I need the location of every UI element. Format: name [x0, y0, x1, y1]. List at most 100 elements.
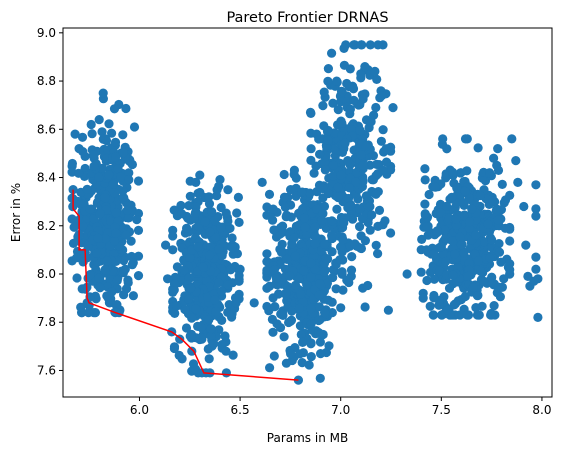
scatter-point-2004 [429, 290, 439, 301]
scatter-point-1443 [371, 102, 381, 113]
scatter-point-1397 [365, 225, 375, 235]
scatter-point-2036 [281, 358, 291, 368]
scatter-point-2081 [442, 305, 452, 315]
scatter-point-2054 [420, 209, 430, 219]
scatter-point-343 [80, 284, 90, 294]
scatter-point-2042 [332, 76, 342, 86]
scatter-point-419 [111, 228, 121, 238]
scatter-point-1977 [450, 249, 460, 259]
scatter-point-1952 [458, 198, 468, 208]
scatter-point-1567 [356, 150, 366, 160]
scatter-point-826 [204, 250, 215, 260]
scatter-point-1576 [340, 138, 350, 148]
scatter-point-2035 [269, 351, 279, 361]
scatter-point-1469 [383, 305, 393, 315]
scatter-point-344 [107, 287, 117, 297]
scatter-point-1970 [487, 235, 497, 245]
scatter-point-1227 [328, 272, 338, 283]
scatter-point-2064 [511, 156, 521, 166]
scatter-point-1173 [265, 363, 275, 373]
scatter-point-813 [182, 223, 192, 233]
scatter-point-1253 [290, 251, 300, 261]
scatter-point-1533 [333, 192, 343, 202]
scatter-point-789 [210, 215, 220, 226]
scatter-point-417 [121, 230, 131, 240]
scatter-point-1250 [294, 303, 304, 313]
scatter-point-410 [94, 273, 104, 283]
scatter-point-1180 [289, 165, 299, 175]
scatter-point-1474 [306, 155, 316, 165]
scatter-point-1158 [314, 315, 324, 326]
scatter-point-2049 [378, 165, 388, 175]
scatter-point-1373 [336, 97, 346, 107]
scatter-point-2017 [98, 88, 108, 98]
scatter-point-836 [209, 339, 219, 349]
scatter-point-1120 [270, 302, 280, 312]
scatter-point-765 [206, 324, 216, 334]
scatter-point-1229 [287, 306, 297, 316]
scatter-point-2071 [531, 204, 541, 214]
scatter-point-763 [185, 253, 195, 263]
y-axis-label: Error in % [9, 183, 23, 242]
scatter-point-810 [196, 322, 206, 333]
scatter-point-725 [196, 333, 206, 343]
scatter-point-839 [210, 295, 220, 305]
scatter-point-1530 [386, 165, 396, 175]
scatter-point-395 [109, 236, 120, 246]
scatter-point-404 [85, 269, 95, 280]
scatter-point-1350 [339, 60, 349, 70]
scatter-point-2043 [342, 78, 352, 89]
scatter-point-1584 [338, 234, 348, 245]
scatter-point-1583 [333, 182, 343, 192]
scatter-point-2015 [86, 119, 96, 130]
scatter-point-770 [185, 191, 195, 201]
scatter-point-1230 [297, 187, 307, 197]
scatter-point-1316 [327, 48, 337, 58]
scatter-point-1178 [306, 352, 316, 362]
scatter-point-1236 [269, 265, 279, 275]
scatter-point-1573 [320, 165, 330, 175]
scatter-point-979 [262, 249, 272, 259]
scatter-point-1212 [306, 303, 316, 314]
scatter-point-580 [204, 192, 214, 202]
scatter-point-1499 [306, 144, 316, 154]
scatter-point-1962 [459, 248, 469, 258]
scatter-point-1303 [314, 290, 324, 300]
scatter-point-1995 [500, 223, 510, 233]
scatter-point-1997 [485, 253, 495, 263]
scatter-point-1699 [460, 291, 470, 302]
x-tick-label: 6.0 [130, 403, 149, 417]
scatter-point-361 [94, 172, 104, 182]
scatter-point-275 [75, 214, 85, 224]
scatter-point-0 [133, 251, 144, 261]
scatter-point-984 [324, 341, 334, 351]
scatter-point-894 [262, 301, 272, 312]
scatter-point-2026 [191, 177, 201, 187]
scatter-point-2062 [493, 144, 503, 154]
scatter-point-1091 [279, 192, 290, 202]
scatter-point-798 [179, 265, 189, 275]
scatter-point-1211 [297, 358, 307, 368]
scatter-point-788 [215, 175, 225, 185]
scatter-point-824 [184, 201, 194, 211]
scatter-point-1589 [336, 170, 346, 180]
scatter-point-436 [181, 323, 192, 333]
scatter-point-1254 [268, 293, 278, 303]
scatter-point-2040 [305, 107, 316, 117]
scatter-point-1506 [323, 135, 333, 145]
scatter-point-1939 [500, 195, 511, 205]
scatter-point-1540 [377, 91, 387, 101]
scatter-point-768 [187, 313, 197, 323]
scatter-point-430 [204, 199, 215, 209]
scatter-point-1580 [355, 125, 365, 136]
scatter-point-1559 [345, 104, 355, 114]
scatter-point-1446 [309, 168, 319, 178]
scatter-point-372 [128, 258, 138, 268]
pareto-frontier-line [72, 189, 299, 381]
scatter-point-244 [74, 168, 84, 178]
scatter-point-1219 [284, 271, 295, 281]
scatter-point-2024 [177, 209, 187, 219]
scatter-point-2032 [235, 264, 245, 274]
scatter-point-254 [133, 225, 144, 235]
scatter-point-954 [268, 327, 278, 337]
